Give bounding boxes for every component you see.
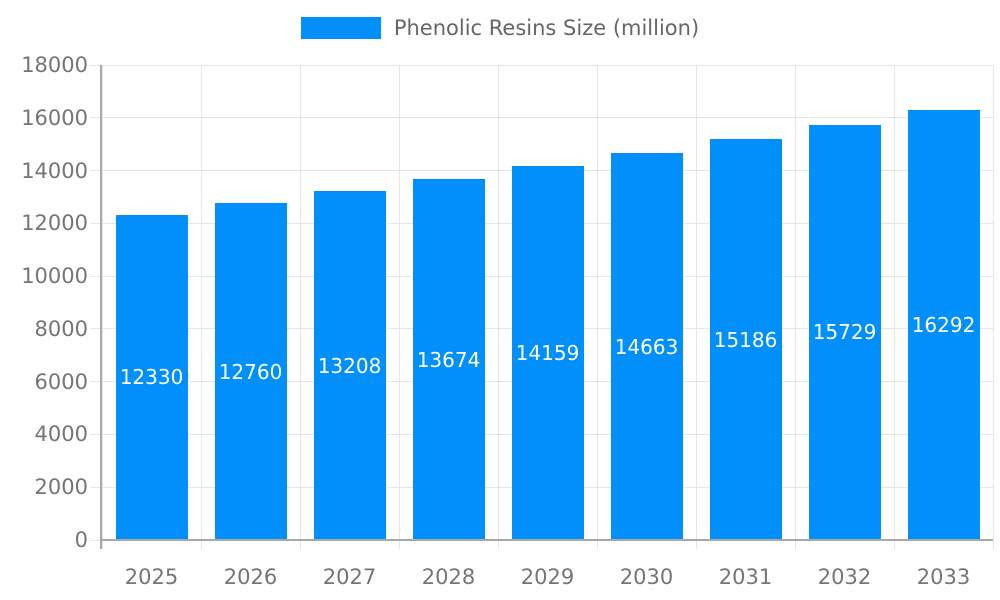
x-axis-tick-label: 2025 <box>124 565 179 589</box>
x-axis-line <box>100 539 993 541</box>
legend-item[interactable]: Phenolic Resins Size (million) <box>0 15 1000 41</box>
bar-2025[interactable] <box>115 214 188 540</box>
x-axis-tick-label: 2028 <box>421 565 476 589</box>
legend-label: Phenolic Resins Size (million) <box>393 16 700 40</box>
bar-2028[interactable] <box>412 179 485 540</box>
x-axis-tick-label: 2031 <box>718 565 773 589</box>
x-axis-tick-label: 2030 <box>619 565 674 589</box>
y-axis-tick-label: 4000 <box>34 422 88 447</box>
y-axis-tick-label: 0 <box>74 528 88 552</box>
h-gridline <box>90 117 993 119</box>
bar-2031[interactable] <box>709 139 782 540</box>
h-gridline <box>90 64 993 66</box>
bar-2029[interactable] <box>511 166 584 540</box>
x-axis-tick-label: 2029 <box>520 565 575 589</box>
v-gridline <box>893 65 895 549</box>
y-axis-line <box>100 65 102 549</box>
legend-swatch <box>300 17 381 39</box>
v-gridline <box>992 65 994 549</box>
y-axis-tick-label: 12000 <box>21 211 88 236</box>
v-gridline <box>497 65 499 549</box>
v-gridline <box>101 65 103 549</box>
v-gridline <box>596 65 598 549</box>
bar-2033[interactable] <box>907 110 980 540</box>
x-axis-tick-label: 2027 <box>322 565 377 589</box>
bar-2026[interactable] <box>214 203 287 540</box>
v-gridline <box>299 65 301 549</box>
y-axis-tick-label: 16000 <box>21 105 88 130</box>
x-axis-tick-label: 2026 <box>223 565 278 589</box>
x-axis-tick-label: 2033 <box>916 565 971 589</box>
x-axis-tick-label: 2032 <box>817 565 872 589</box>
y-axis-tick-label: 6000 <box>34 369 88 394</box>
y-axis-tick-label: 18000 <box>21 53 88 77</box>
bar-2030[interactable] <box>610 153 683 540</box>
v-gridline <box>695 65 697 549</box>
y-axis-tick-label: 2000 <box>34 475 88 500</box>
v-gridline <box>200 65 202 549</box>
y-axis-tick-label: 14000 <box>21 158 88 183</box>
bar-2027[interactable] <box>313 191 386 540</box>
v-gridline <box>794 65 796 549</box>
bar-2032[interactable] <box>808 124 881 540</box>
v-gridline <box>398 65 400 549</box>
y-axis-tick-label: 8000 <box>34 316 88 341</box>
y-axis-tick-label: 10000 <box>21 264 88 289</box>
